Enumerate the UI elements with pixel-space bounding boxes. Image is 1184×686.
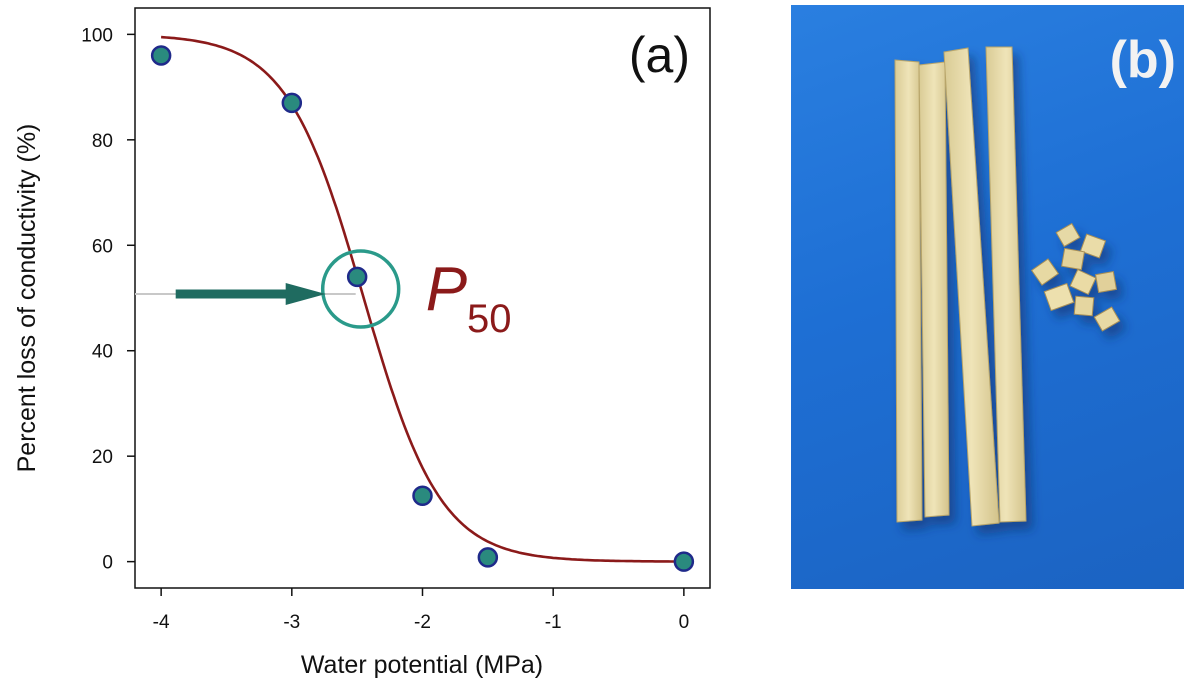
wood-stick (894, 59, 923, 523)
y-tick-label: 60 (92, 236, 113, 257)
x-tick-label: -4 (153, 612, 170, 633)
data-point (412, 485, 433, 506)
wood-cubes (1030, 222, 1121, 332)
x-axis-title: Water potential (MPa) (301, 651, 543, 679)
wood-cube (1055, 222, 1081, 248)
x-tick-label: -3 (283, 612, 300, 633)
y-tick-label: 40 (92, 342, 113, 363)
wood-cube (1061, 247, 1085, 271)
y-tick-label: 100 (81, 25, 113, 46)
x-axis: -4 -3 -2 -1 0 (153, 588, 689, 633)
wood-samples-photo: (b) (791, 5, 1184, 589)
wood-cube (1073, 295, 1095, 317)
y-axis: 0 20 40 60 80 100 (81, 25, 135, 574)
wood-cube (1079, 233, 1107, 259)
y-tick-label: 0 (102, 553, 113, 574)
x-tick-label: -1 (545, 612, 562, 633)
wood-cube (1094, 270, 1118, 294)
y-axis-title: Percent loss of conductivity (%) (13, 124, 41, 473)
wood-stick (943, 47, 1000, 527)
wood-stick (985, 46, 1027, 523)
wood-sticks (894, 46, 1027, 527)
y-tick-label: 80 (92, 131, 113, 152)
panel-b-label: (b) (1110, 31, 1176, 89)
p50-arrow-icon (175, 283, 326, 305)
p50-label: P50 (426, 255, 512, 341)
data-points (150, 45, 695, 572)
data-point (150, 45, 172, 66)
wood-cube (1043, 282, 1075, 312)
y-tick-label: 20 (92, 447, 113, 468)
wood-cube (1093, 306, 1121, 332)
data-point (346, 266, 368, 288)
wood-cube (1030, 258, 1060, 286)
data-point (281, 92, 303, 114)
p50-label-sub: 50 (467, 297, 512, 341)
data-point (673, 551, 695, 572)
fit-curve (161, 35, 684, 563)
panel-a-label: (a) (629, 27, 690, 83)
wood-cube (1069, 268, 1097, 296)
conductivity-chart: -4 -3 -2 -1 0 0 20 40 60 80 100 P50 (a) Water pot… (13, 7, 711, 679)
wood-stick (918, 61, 950, 518)
data-point (477, 547, 499, 568)
p50-label-main: P (426, 255, 467, 324)
p50-arrow-head (285, 283, 326, 305)
x-tick-label: -2 (414, 612, 431, 633)
x-tick-label: 0 (679, 612, 690, 633)
p50-circle (320, 249, 401, 329)
